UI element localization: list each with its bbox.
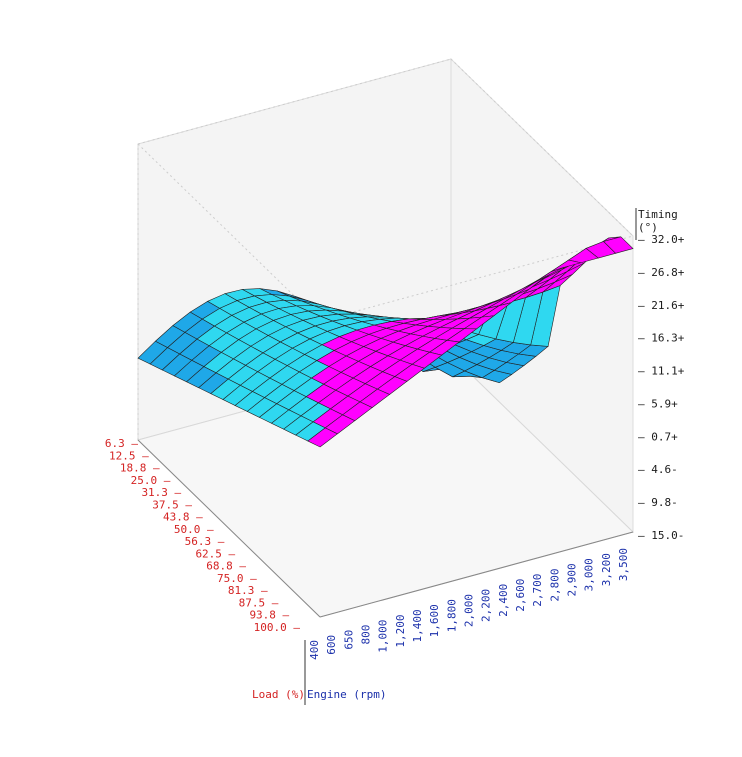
load-tick-label: 43.8 – xyxy=(163,511,203,524)
timing-tick-label: – 0.7+ xyxy=(638,430,678,443)
timing-axis-title: Timing xyxy=(638,208,678,221)
rpm-tick-label: 1,000 xyxy=(377,620,390,653)
load-tick-label: 68.8 – xyxy=(206,560,246,573)
rpm-tick-label: 3,200 xyxy=(600,553,613,586)
timing-tick-label: – 11.1+ xyxy=(638,365,685,378)
load-tick-label: 87.5 – xyxy=(239,596,279,609)
rpm-tick-label: 2,400 xyxy=(497,584,510,617)
load-tick-label: 6.3 – xyxy=(105,437,138,450)
load-tick-label: 18.8 – xyxy=(120,462,160,475)
load-tick-label: 81.3 – xyxy=(228,584,268,597)
surface-cell xyxy=(307,427,338,448)
box-edge xyxy=(319,235,634,322)
timing-tick-label: – 15.0- xyxy=(638,529,684,542)
timing-tick-label: – 21.6+ xyxy=(638,299,685,312)
rpm-tick-label: 1,600 xyxy=(428,604,441,637)
load-axis-title: Load (%) xyxy=(252,688,305,701)
load-tick-label: 50.0 – xyxy=(174,523,214,536)
load-tick-label: 25.0 – xyxy=(131,474,171,487)
rpm-tick-label: 800 xyxy=(360,625,373,645)
rpm-tick-label: 3,000 xyxy=(583,558,596,591)
load-tick-label: 62.5 – xyxy=(195,547,235,560)
box-edge xyxy=(450,58,634,237)
load-tick-label: 37.5 – xyxy=(152,498,192,511)
timing-tick-label: – 16.3+ xyxy=(638,332,685,345)
rpm-tick-label: 3,500 xyxy=(617,548,630,581)
timing-tick-label: – 26.8+ xyxy=(638,266,685,279)
rpm-tick-label: 2,000 xyxy=(463,594,476,627)
load-tick-label: 12.5 – xyxy=(109,449,149,462)
load-tick-label: 31.3 – xyxy=(141,486,181,499)
rpm-axis-line xyxy=(319,531,634,618)
rpm-tick-label: 400 xyxy=(308,640,321,660)
load-tick-label: 75.0 – xyxy=(217,572,257,585)
load-tick-label: 56.3 – xyxy=(185,535,225,548)
rpm-tick-label: 1,800 xyxy=(445,599,458,632)
rpm-tick-label: 600 xyxy=(325,635,338,655)
rpm-tick-label: 1,200 xyxy=(394,614,407,647)
timing-surface xyxy=(137,236,634,448)
rpm-tick-label: 650 xyxy=(342,630,355,650)
box-edge xyxy=(137,143,321,322)
timing-axis-unit: (°) xyxy=(638,221,658,234)
timing-tick-label: – 5.9+ xyxy=(638,397,678,410)
timing-tick-label: – 4.6- xyxy=(638,463,678,476)
rpm-tick-label: 2,200 xyxy=(480,589,493,622)
rpm-tick-label: 2,800 xyxy=(548,568,561,601)
axes: 400 600 650 800 1,000 1,200 1,400 1,600 1,800 2,0… xyxy=(105,208,685,705)
load-axis-line xyxy=(137,439,321,618)
rpm-tick-label: 2,700 xyxy=(531,574,544,607)
rpm-tick-label: 1,400 xyxy=(411,609,424,642)
load-tick-label: 93.8 – xyxy=(249,609,289,622)
rpm-tick-label: 2,600 xyxy=(514,579,527,612)
load-tick-label: 100.0 – xyxy=(254,621,301,634)
rpm-axis-title: Engine (rpm) xyxy=(307,688,386,701)
timing-tick-label: – 9.8- xyxy=(638,496,678,509)
rpm-tick-label: 2,900 xyxy=(566,563,579,596)
box-edge xyxy=(137,58,452,145)
timing-tick-label: – 32.0+ xyxy=(638,233,685,246)
